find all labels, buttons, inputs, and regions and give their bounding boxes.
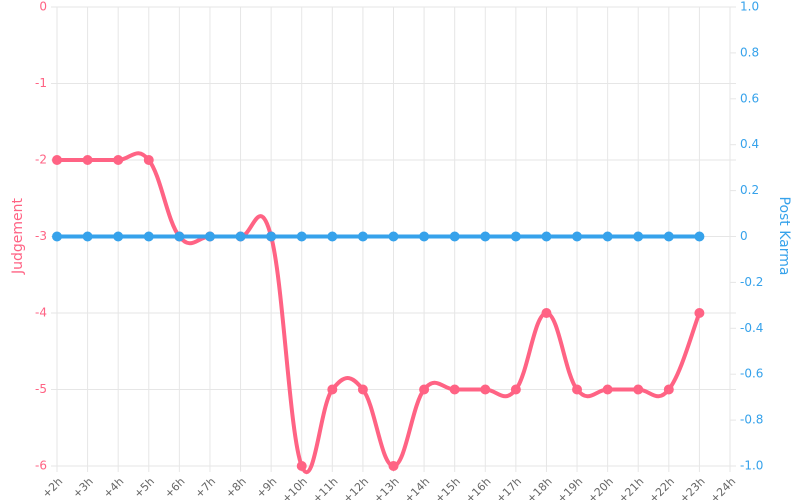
data-point <box>663 231 674 242</box>
data-point <box>694 231 705 242</box>
data-point <box>296 231 307 242</box>
x-tick-label: +24h <box>708 475 739 500</box>
data-point <box>82 231 93 242</box>
data-point <box>388 461 399 471</box>
x-tick-label: +8h <box>223 475 249 500</box>
data-point <box>327 231 338 242</box>
data-point <box>174 231 185 242</box>
data-point <box>572 384 583 395</box>
x-tick-label: +17h <box>494 475 525 500</box>
data-point <box>602 384 613 395</box>
data-point <box>541 231 552 242</box>
y2-tick-label: 1.0 <box>740 0 759 14</box>
data-point <box>449 231 460 242</box>
data-point <box>480 384 491 395</box>
data-point <box>235 231 246 242</box>
data-point <box>113 155 124 165</box>
x-tick-label: +5h <box>131 475 157 500</box>
data-point <box>143 155 154 165</box>
data-point <box>663 384 674 395</box>
data-point <box>327 384 338 395</box>
data-point <box>449 384 460 395</box>
x-tick-label: +23h <box>677 475 708 500</box>
data-point <box>633 231 644 242</box>
data-point <box>510 384 521 395</box>
data-point <box>52 155 62 165</box>
data-point <box>419 384 430 395</box>
y-tick-label: 0 <box>39 0 47 14</box>
y2-tick-label: -0.4 <box>740 321 763 335</box>
data-point <box>541 308 552 318</box>
x-tick-label: +4h <box>101 475 127 500</box>
data-point <box>694 308 705 318</box>
y-tick-label: -1 <box>35 76 47 90</box>
x-tick-label: +6h <box>162 475 188 500</box>
y2-tick-label: 0.6 <box>740 91 759 105</box>
x-tick-label: +22h <box>647 475 678 500</box>
data-point <box>572 231 583 242</box>
data-point <box>113 231 124 242</box>
x-tick-label: +2h <box>40 475 66 500</box>
y-tick-label: -5 <box>35 382 47 396</box>
y2-tick-label: 0.4 <box>740 137 759 151</box>
x-tick-label: +3h <box>70 475 96 500</box>
data-point <box>480 231 491 242</box>
data-point <box>602 231 613 242</box>
y2-tick-label: 0.8 <box>740 45 759 59</box>
x-tick-label: +7h <box>193 475 219 500</box>
x-tick-label: +19h <box>555 475 586 500</box>
x-tick-label: +9h <box>254 475 280 500</box>
x-tick-label: +13h <box>371 475 402 500</box>
x-tick-label: +12h <box>341 475 372 500</box>
y-tick-label: -3 <box>35 229 47 243</box>
x-tick-label: +20h <box>585 475 616 500</box>
data-point <box>52 231 62 242</box>
y-tick-label: -6 <box>35 459 47 473</box>
x-tick-label: +16h <box>463 475 494 500</box>
x-tick-label: +14h <box>402 475 433 500</box>
x-tick-label: +10h <box>279 475 310 500</box>
data-point <box>388 231 399 242</box>
data-point <box>82 155 93 165</box>
data-point <box>357 384 368 395</box>
y2-tick-label: -0.2 <box>740 275 763 289</box>
data-point <box>204 231 215 242</box>
y-tick-label: -2 <box>35 153 47 167</box>
y-axis-title: Judgement <box>10 197 26 275</box>
data-point <box>633 384 644 395</box>
y2-axis-title: Post Karma <box>776 197 792 276</box>
data-point <box>143 231 154 242</box>
y2-tick-label: -0.8 <box>740 413 763 427</box>
y-tick-label: -4 <box>35 306 47 320</box>
x-tick-label: +11h <box>310 475 341 500</box>
x-tick-label: +18h <box>524 475 555 500</box>
y2-tick-label: -1.0 <box>740 459 763 473</box>
data-point <box>510 231 521 242</box>
data-point <box>419 231 430 242</box>
data-point <box>296 461 307 471</box>
y2-tick-label: 0 <box>740 229 748 243</box>
y2-tick-label: -0.6 <box>740 367 763 381</box>
x-tick-label: +15h <box>432 475 463 500</box>
x-tick-label: +21h <box>616 475 647 500</box>
data-point <box>357 231 368 242</box>
y2-tick-label: 0.2 <box>740 183 759 197</box>
data-point <box>266 231 277 242</box>
